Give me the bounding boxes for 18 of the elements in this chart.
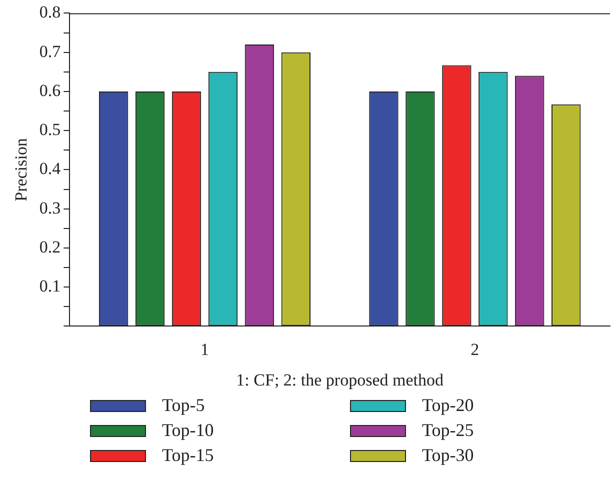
y-tick-label: 0.5 [39,120,61,140]
legend-label: Top-5 [162,395,205,416]
y-tick-label: 0.7 [39,42,62,61]
legend-label: Top-10 [162,420,214,441]
x-tick-label: 1 [200,340,209,359]
y-tick-label: 0.4 [39,159,62,178]
legend-label: Top-25 [422,420,474,441]
legend-label: Top-20 [422,395,474,416]
y-tick-label: 0.6 [39,80,61,100]
x-axis-title: 1: CF; 2: the proposed method [236,370,444,390]
y-tick-label: 0.3 [39,198,61,218]
y-tick-label: 0.1 [39,276,61,296]
y-tick-label: 0.2 [39,237,61,256]
legend-label: Top-15 [162,445,214,466]
y-axis-title: Precision [12,138,31,202]
x-tick-label: 2 [470,340,480,359]
legend-label: Top-30 [422,445,474,466]
y-tick-label: 0.8 [39,2,61,22]
